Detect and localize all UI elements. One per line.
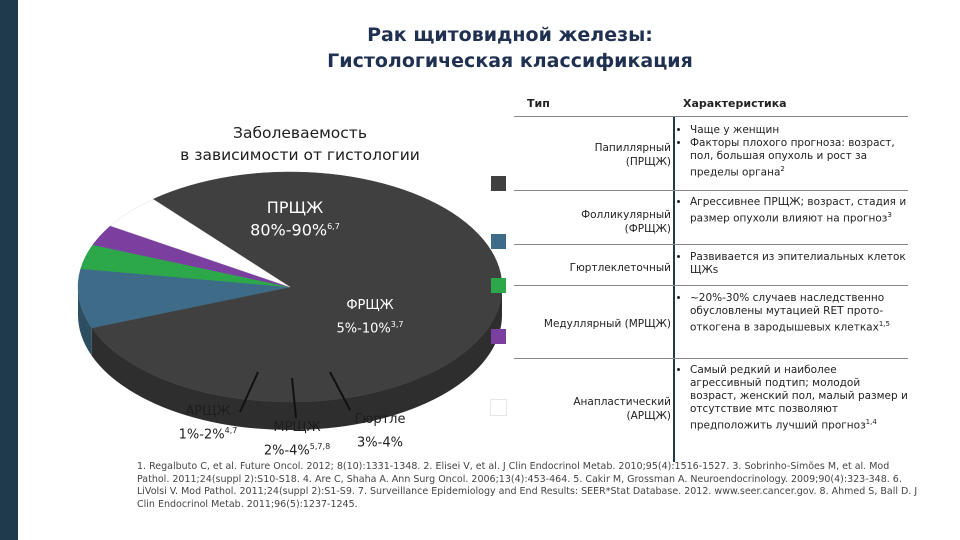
leader-line-hurthle bbox=[329, 371, 351, 411]
row-char-hurthle: Развивается из эпителиальных клеток ЩЖs bbox=[680, 251, 908, 277]
legend-square-hurthle bbox=[491, 278, 506, 293]
chart-title-line-2: в зависимости от гистологии bbox=[180, 146, 420, 164]
leader-line-anaplastic bbox=[239, 371, 259, 413]
pie-slice-papillary bbox=[91, 171, 503, 403]
row-type-anaplastic-line-1: Анапластический bbox=[573, 396, 671, 408]
table-header-rule bbox=[514, 116, 908, 117]
row-type-papillary-line-2: (ПРЩЖ) bbox=[625, 156, 671, 168]
left-accent-bar bbox=[0, 0, 18, 540]
chart-title-line-1: Заболеваемость bbox=[233, 124, 367, 142]
table-column-divider bbox=[673, 117, 675, 462]
table-row-rule bbox=[514, 285, 908, 286]
references: 1. Regalbuto C, et al. Future Oncol. 201… bbox=[137, 461, 918, 510]
row-type-anaplastic: Анапластический (АРЩЖ) bbox=[471, 395, 671, 423]
slice-range-papillary: 80%-90% bbox=[250, 220, 328, 240]
row-type-papillary-line-1: Папиллярный bbox=[594, 142, 671, 154]
slice-range-anaplastic: 1%-2% bbox=[178, 427, 225, 443]
slice-range-hurthle: 3%-4% bbox=[357, 435, 403, 451]
row-type-medullary-line-1: Медуллярный (МРЩЖ) bbox=[543, 318, 671, 330]
slice-sup-anaplastic: 4,7 bbox=[224, 426, 238, 435]
row-type-anaplastic-line-2: (АРЩЖ) bbox=[626, 410, 671, 422]
slice-label-follicular: ФРЩЖ 5%-10%3,7 bbox=[315, 296, 425, 338]
slice-name-medullary: МРЩЖ bbox=[273, 420, 321, 435]
pie-slice-follicular bbox=[77, 268, 291, 329]
legend-square-follicular bbox=[491, 234, 506, 249]
row-type-follicular-line-1: Фолликулярный bbox=[581, 209, 671, 221]
slice-range-medullary: 2%-4% bbox=[263, 443, 310, 459]
leader-line-medullary bbox=[291, 377, 297, 419]
row-type-medullary: Медуллярный (МРЩЖ) bbox=[471, 317, 671, 331]
row-type-hurthle: Гюртлеклеточный bbox=[471, 261, 671, 275]
slice-sup-medullary: 5,7,8 bbox=[309, 442, 331, 451]
pie-side-follicular bbox=[78, 287, 92, 356]
legend-square-anaplastic bbox=[491, 400, 506, 415]
row-type-follicular: Фолликулярный (ФРЩЖ) bbox=[471, 208, 671, 236]
row-type-hurthle-line-1: Гюртлеклеточный bbox=[569, 262, 671, 274]
table-row-rule bbox=[514, 358, 908, 359]
chart-title: Заболеваемость в зависимости от гистолог… bbox=[150, 122, 450, 166]
slice-name-anaplastic: АРЩЖ bbox=[185, 404, 231, 419]
pie-side-papillary bbox=[91, 287, 502, 430]
column-header-type: Тип bbox=[527, 97, 550, 110]
column-header-characteristic: Характеристика bbox=[683, 97, 787, 110]
row-char-medullary: ~20%-30% случаев наследственно обусловле… bbox=[680, 292, 908, 335]
legend-square-medullary bbox=[491, 329, 506, 344]
legend-square-papillary bbox=[491, 176, 506, 191]
slice-sup-follicular: 3,7 bbox=[390, 320, 404, 329]
slice-name-papillary: ПРЩЖ bbox=[266, 198, 324, 217]
title-line-2: Гистологическая классификация bbox=[327, 50, 693, 72]
slice-label-medullary: МРЩЖ 2%-4%5,7,8 bbox=[252, 418, 342, 460]
slice-range-follicular: 5%-10% bbox=[336, 321, 391, 337]
row-type-follicular-line-2: (ФРЩЖ) bbox=[624, 223, 671, 235]
page-title: Рак щитовидной железы: Гистологическая к… bbox=[250, 22, 770, 74]
row-char-follicular: Агрессивнее ПРЩЖ; возраст, стадия и разм… bbox=[680, 196, 908, 226]
slice-name-hurthle: Гюртле bbox=[354, 412, 406, 427]
slice-label-anaplastic: АРЩЖ 1%-2%4,7 bbox=[168, 402, 248, 444]
table-row-rule bbox=[514, 190, 908, 191]
slice-label-papillary: ПРЩЖ 80%-90%6,7 bbox=[220, 198, 370, 239]
slice-label-hurthle: Гюртле 3%-4% bbox=[340, 410, 420, 452]
title-line-1: Рак щитовидной железы: bbox=[367, 24, 653, 46]
slice-sup-papillary: 6,7 bbox=[327, 222, 340, 231]
table-row-rule bbox=[514, 244, 908, 245]
row-char-papillary: Чаще у женщинФакторы плохого прогноза: в… bbox=[680, 124, 908, 180]
row-type-papillary: Папиллярный (ПРЩЖ) bbox=[471, 141, 671, 169]
slice-name-follicular: ФРЩЖ bbox=[346, 298, 394, 313]
pie-slice-anaplastic bbox=[109, 198, 291, 288]
row-char-anaplastic: Самый редкий и наиболее агрессивный подт… bbox=[680, 364, 908, 433]
